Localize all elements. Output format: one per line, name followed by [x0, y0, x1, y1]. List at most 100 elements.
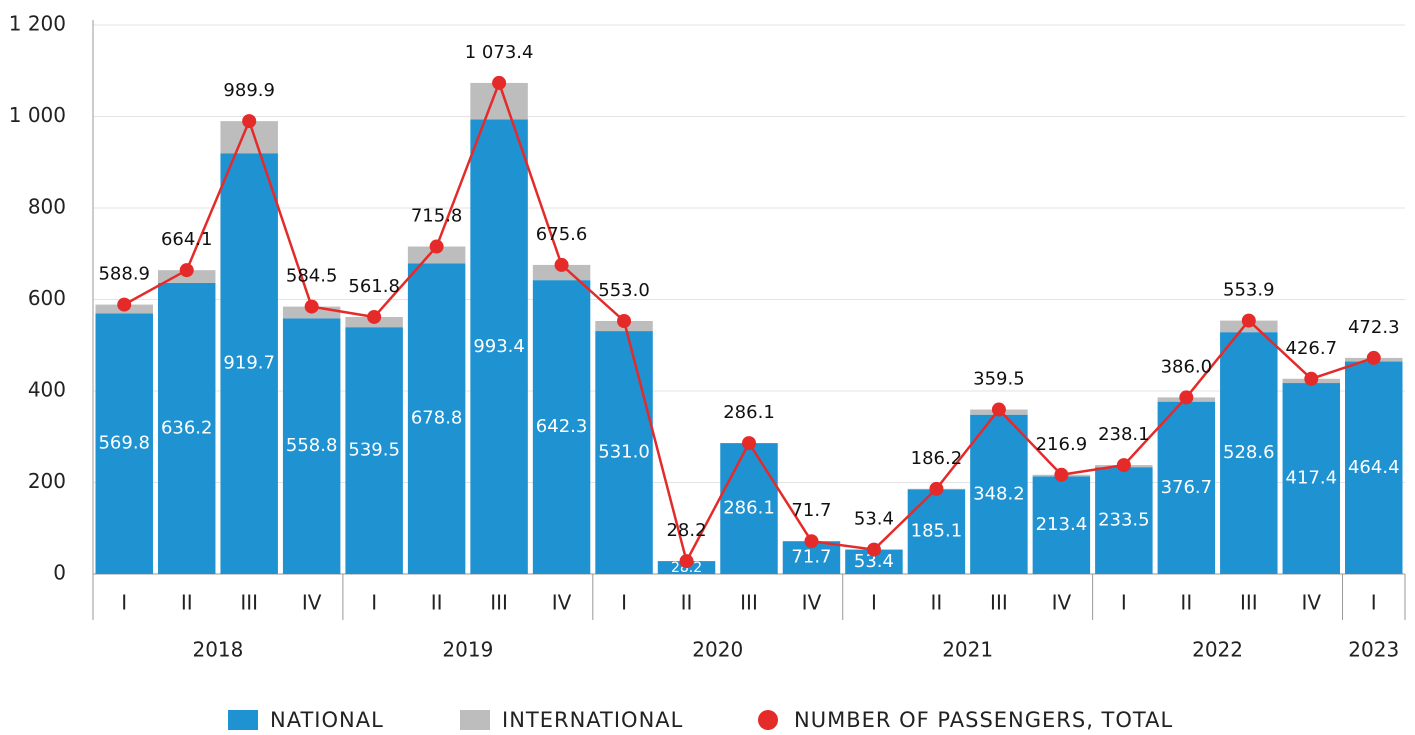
total-value-label: 989.9 — [223, 80, 275, 101]
bar-value-label: 71.7 — [791, 547, 831, 568]
total-marker — [929, 481, 944, 496]
total-value-label: 588.9 — [98, 264, 150, 285]
total-value-label: 584.5 — [286, 266, 338, 287]
bar-segment — [157, 282, 216, 574]
total-value-label: 238.1 — [1098, 424, 1150, 445]
y-tick-label: 400 — [28, 378, 66, 402]
quarter-label: I — [1371, 591, 1377, 615]
total-marker — [117, 297, 132, 312]
total-value-label: 715.8 — [411, 206, 463, 227]
y-tick-label: 1 000 — [9, 103, 66, 127]
total-value-label: 28.2 — [666, 520, 706, 541]
quarter-label: III — [490, 591, 508, 615]
bar-value-label: 539.5 — [348, 440, 400, 461]
total-marker — [1366, 350, 1381, 365]
quarter-label: III — [1240, 591, 1258, 615]
total-value-label: 664.1 — [161, 229, 213, 250]
bar-value-label: 528.6 — [1223, 442, 1275, 463]
bar-segment — [1095, 467, 1153, 574]
bar-segment — [470, 119, 528, 574]
total-marker — [1241, 313, 1256, 328]
bar-value-label: 417.4 — [1286, 468, 1338, 489]
bar-segment — [407, 246, 466, 264]
quarter-label: III — [240, 591, 258, 615]
total-value-label: 286.1 — [723, 402, 775, 423]
legend-swatch — [758, 710, 778, 730]
bar-value-label: 636.2 — [161, 417, 213, 438]
total-value-label: 553.0 — [598, 280, 650, 301]
year-label: 2018 — [192, 638, 243, 662]
quarter-label: I — [371, 591, 377, 615]
quarter-label: I — [121, 591, 127, 615]
total-marker — [991, 402, 1006, 417]
total-marker — [1179, 390, 1194, 405]
total-marker — [804, 534, 819, 549]
quarter-label: IV — [1052, 591, 1072, 615]
total-marker — [1054, 467, 1069, 482]
total-marker — [367, 309, 382, 324]
bar-value-label: 348.2 — [973, 483, 1025, 504]
total-value-label: 216.9 — [1036, 434, 1088, 455]
total-value-label: 186.2 — [911, 448, 963, 469]
bar-value-label: 531.0 — [598, 442, 650, 463]
total-marker — [679, 554, 694, 569]
total-value-label: 53.4 — [854, 509, 894, 530]
total-value-label: 553.9 — [1223, 280, 1275, 301]
bar-value-label: 569.8 — [98, 433, 150, 454]
bar-value-label: 376.7 — [1161, 477, 1213, 498]
total-marker — [1304, 371, 1319, 386]
bar-segment — [970, 414, 1028, 574]
total-value-label: 561.8 — [348, 276, 400, 297]
total-marker — [554, 257, 569, 272]
total-marker — [866, 542, 881, 557]
legend-label: NUMBER OF PASSENGERS, TOTAL — [794, 708, 1173, 731]
bar-value-label: 185.1 — [911, 521, 963, 542]
bar-segment — [1220, 332, 1278, 574]
legend-label: NATIONAL — [270, 708, 384, 731]
bar-segment — [95, 313, 153, 574]
quarter-label: II — [1180, 591, 1192, 615]
total-value-label: 675.6 — [536, 224, 588, 245]
quarter-label: I — [621, 591, 627, 615]
legend-label: INTERNATIONAL — [502, 708, 683, 731]
y-tick-label: 800 — [28, 195, 66, 219]
bar-value-label: 286.1 — [723, 498, 775, 519]
total-marker — [242, 114, 257, 129]
bar-segment — [532, 280, 591, 574]
y-tick-label: 200 — [28, 469, 66, 493]
quarter-label: I — [1121, 591, 1127, 615]
bar-segment — [720, 443, 778, 574]
total-marker — [742, 436, 756, 451]
quarter-label: II — [181, 591, 193, 615]
total-marker — [429, 239, 444, 254]
year-label: 2020 — [692, 638, 743, 662]
total-value-label: 71.7 — [791, 500, 831, 521]
quarter-label: II — [681, 591, 693, 615]
y-tick-label: 600 — [28, 286, 66, 310]
bar-value-label: 233.5 — [1098, 510, 1150, 531]
legend-swatch — [228, 710, 258, 730]
bar-segment — [907, 489, 966, 574]
total-marker — [492, 75, 507, 90]
bar-value-label: 642.3 — [536, 416, 588, 437]
quarter-label: IV — [552, 591, 572, 615]
bar-segment — [1157, 401, 1216, 574]
bar-value-label: 53.4 — [854, 551, 894, 572]
quarter-label: IV — [302, 591, 322, 615]
bar-value-label: 919.7 — [223, 353, 275, 374]
year-label: 2021 — [942, 638, 993, 662]
total-value-label: 472.3 — [1348, 317, 1400, 338]
y-tick-label: 0 — [53, 561, 66, 585]
total-marker — [179, 263, 194, 278]
bar-segment — [1032, 476, 1091, 574]
quarter-label: IV — [802, 591, 822, 615]
bar-value-label: 213.4 — [1036, 514, 1088, 535]
bar-segment — [282, 318, 341, 574]
year-label: 2022 — [1192, 638, 1243, 662]
bar-value-label: 464.4 — [1348, 457, 1400, 478]
year-label: 2023 — [1348, 638, 1399, 662]
quarter-label: II — [431, 591, 443, 615]
bar-value-label: 678.8 — [411, 408, 463, 429]
bar-segment — [1345, 361, 1403, 574]
